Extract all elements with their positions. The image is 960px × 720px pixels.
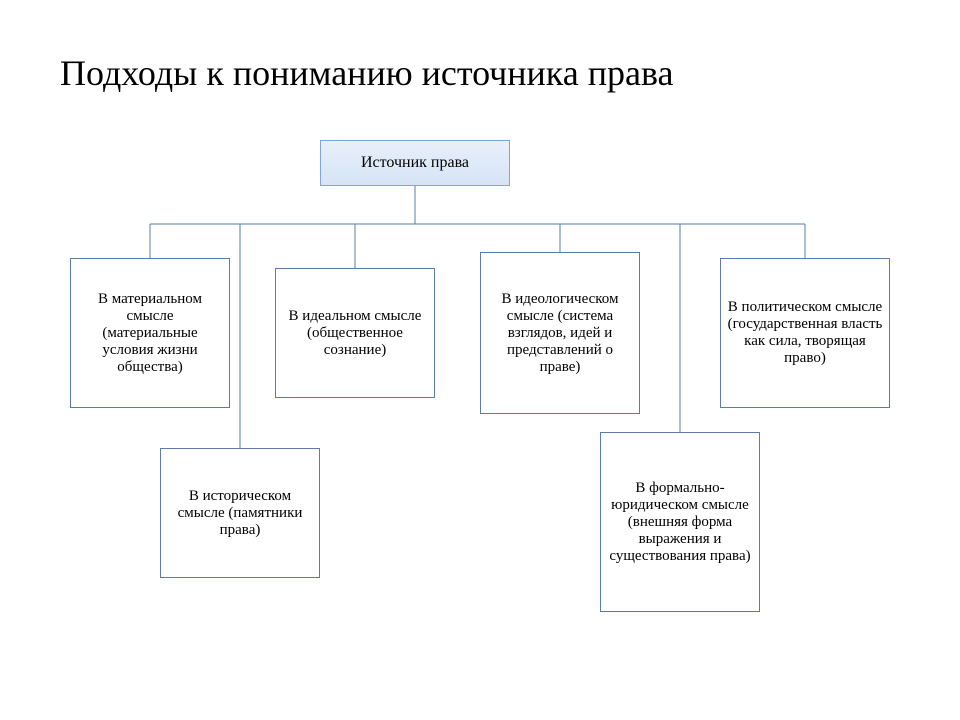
child-node: В формально-юридическом смысле (внешняя … xyxy=(600,432,760,612)
page-title: Подходы к пониманию источника права xyxy=(60,52,673,94)
child-node: В политическом смысле (государственная в… xyxy=(720,258,890,408)
child-node: В идеальном смысле (общественное сознани… xyxy=(275,268,435,398)
child-node: В историческом смысле (памятники права) xyxy=(160,448,320,578)
child-node: В идеологическом смысле (система взглядо… xyxy=(480,252,640,414)
child-node: В материальном смысле (материальные усло… xyxy=(70,258,230,408)
root-node: Источник права xyxy=(320,140,510,186)
